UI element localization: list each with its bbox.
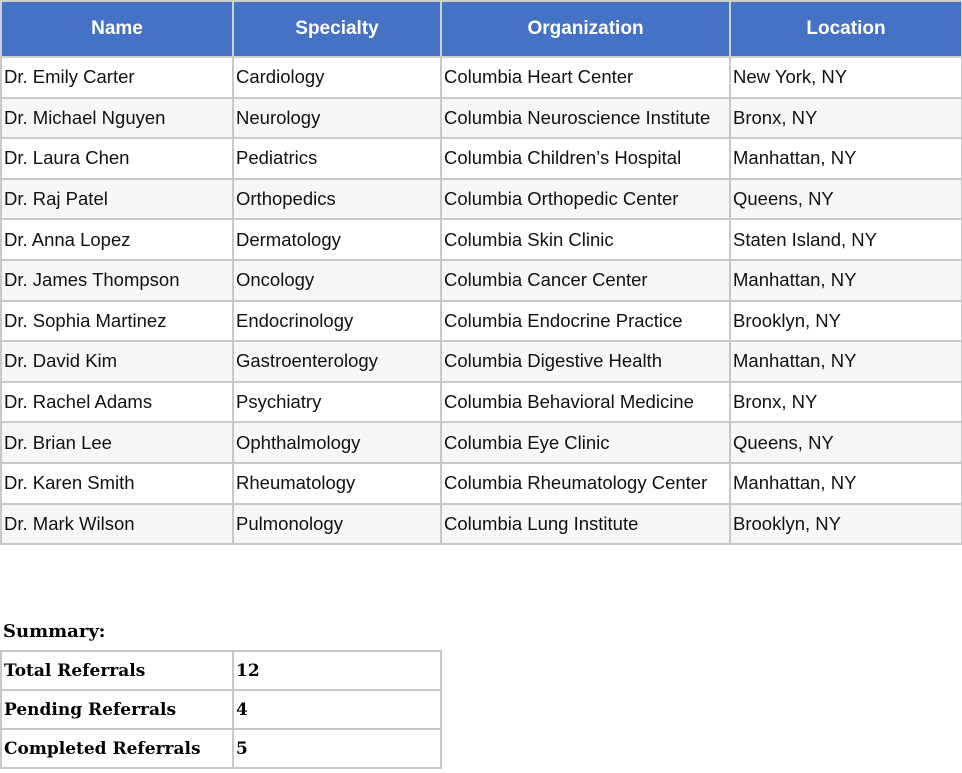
name-cell[interactable]: Dr. Michael Nguyen [0, 96, 234, 140]
organization-cell[interactable]: Columbia Eye Clinic [440, 421, 731, 464]
organization-cell[interactable]: Columbia Behavioral Medicine [440, 380, 731, 424]
column-header-organization[interactable]: Organization [440, 0, 731, 58]
summary-row: Pending Referrals 4 [0, 689, 442, 730]
specialty-cell[interactable]: Pediatrics [232, 137, 442, 180]
summary-metric-label[interactable]: Pending Referrals [0, 689, 234, 730]
table-row: Dr. Raj Patel Orthopedics Columbia Orthope… [0, 177, 962, 221]
summary-row: Total Referrals 12 [0, 650, 442, 691]
location-cell[interactable]: Queens, NY [729, 177, 962, 221]
organization-cell[interactable]: Columbia Orthopedic Center [440, 177, 731, 221]
table-row: Dr. David Kim Gastroenterology Columbia Di… [0, 340, 962, 383]
organization-cell[interactable]: Columbia Endocrine Practice [440, 299, 731, 343]
location-cell[interactable]: Queens, NY [729, 421, 962, 464]
summary-label: Summary: [3, 621, 106, 642]
column-header-specialty[interactable]: Specialty [232, 0, 442, 58]
summary-row: Completed Referrals 5 [0, 728, 442, 769]
table-row: Dr. Sophia Martinez Endocrinology Columbia… [0, 299, 962, 343]
name-cell[interactable]: Dr. Sophia Martinez [0, 299, 234, 343]
specialty-cell[interactable]: Gastroenterology [232, 340, 442, 383]
table-row: Dr. Michael Nguyen Neurology Columbia Neur… [0, 96, 962, 140]
location-cell[interactable]: Manhattan, NY [729, 258, 962, 302]
table-row: Dr. Emily Carter Cardiology Columbia Heart… [0, 56, 962, 99]
table-row: Dr. James Thompson Oncology Columbia Cance… [0, 258, 962, 302]
summary-metric-value[interactable]: 5 [232, 728, 442, 769]
column-header-name[interactable]: Name [0, 0, 234, 58]
table-row: Dr. Anna Lopez Dermatology Columbia Skin C… [0, 218, 962, 261]
organization-cell[interactable]: Columbia Neuroscience Institute [440, 96, 731, 140]
referrals-table: Name Specialty Organization Location Dr. Em… [0, 0, 962, 546]
location-cell[interactable]: Brooklyn, NY [729, 502, 962, 546]
location-cell[interactable]: Staten Island, NY [729, 218, 962, 261]
organization-cell[interactable]: Columbia Heart Center [440, 56, 731, 99]
table-row: Dr. Brian Lee Ophthalmology Columbia Eye C… [0, 421, 962, 464]
specialty-cell[interactable]: Psychiatry [232, 380, 442, 424]
location-cell[interactable]: Brooklyn, NY [729, 299, 962, 343]
specialty-cell[interactable]: Pulmonology [232, 502, 442, 546]
table-row: Dr. Rachel Adams Psychiatry Columbia Behav… [0, 380, 962, 424]
name-cell[interactable]: Dr. Raj Patel [0, 177, 234, 221]
organization-cell[interactable]: Columbia Cancer Center [440, 258, 731, 302]
name-cell[interactable]: Dr. Mark Wilson [0, 502, 234, 546]
specialty-cell[interactable]: Neurology [232, 96, 442, 140]
specialty-cell[interactable]: Endocrinology [232, 299, 442, 343]
location-cell[interactable]: Bronx, NY [729, 96, 962, 140]
name-cell[interactable]: Dr. James Thompson [0, 258, 234, 302]
name-cell[interactable]: Dr. Anna Lopez [0, 218, 234, 261]
summary-metric-value[interactable]: 4 [232, 689, 442, 730]
summary-metric-label[interactable]: Completed Referrals [0, 728, 234, 769]
specialty-cell[interactable]: Rheumatology [232, 461, 442, 505]
specialty-cell[interactable]: Oncology [232, 258, 442, 302]
header-row: Name Specialty Organization Location [0, 0, 962, 58]
name-cell[interactable]: Dr. Karen Smith [0, 461, 234, 505]
specialty-cell[interactable]: Orthopedics [232, 177, 442, 221]
summary-table: Total Referrals 12 Pending Referrals 4 Compl… [0, 650, 442, 769]
location-cell[interactable]: Manhattan, NY [729, 137, 962, 180]
name-cell[interactable]: Dr. Emily Carter [0, 56, 234, 99]
specialty-cell[interactable]: Cardiology [232, 56, 442, 99]
organization-cell[interactable]: Columbia Rheumatology Center [440, 461, 731, 505]
location-cell[interactable]: New York, NY [729, 56, 962, 99]
summary-metric-value[interactable]: 12 [232, 650, 442, 691]
column-header-location[interactable]: Location [729, 0, 962, 58]
name-cell[interactable]: Dr. David Kim [0, 340, 234, 383]
location-cell[interactable]: Manhattan, NY [729, 461, 962, 505]
organization-cell[interactable]: Columbia Lung Institute [440, 502, 731, 546]
table-row: Dr. Karen Smith Rheumatology Columbia Rheu… [0, 461, 962, 505]
organization-cell[interactable]: Columbia Digestive Health [440, 340, 731, 383]
specialty-cell[interactable]: Ophthalmology [232, 421, 442, 464]
specialty-cell[interactable]: Dermatology [232, 218, 442, 261]
organization-cell[interactable]: Columbia Children’s Hospital [440, 137, 731, 180]
name-cell[interactable]: Dr. Laura Chen [0, 137, 234, 180]
table-row: Dr. Mark Wilson Pulmonology Columbia Lung … [0, 502, 962, 546]
name-cell[interactable]: Dr. Brian Lee [0, 421, 234, 464]
organization-cell[interactable]: Columbia Skin Clinic [440, 218, 731, 261]
location-cell[interactable]: Bronx, NY [729, 380, 962, 424]
summary-metric-label[interactable]: Total Referrals [0, 650, 234, 691]
name-cell[interactable]: Dr. Rachel Adams [0, 380, 234, 424]
table-row: Dr. Laura Chen Pediatrics Columbia Childre… [0, 137, 962, 180]
location-cell[interactable]: Manhattan, NY [729, 340, 962, 383]
